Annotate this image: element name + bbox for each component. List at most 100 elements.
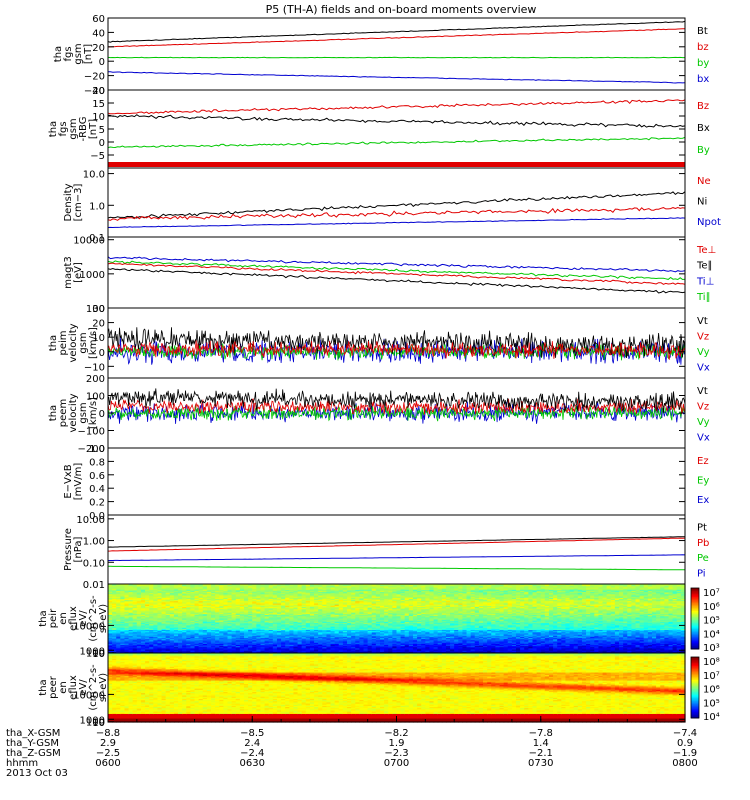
legend-entry: Pb <box>697 538 709 549</box>
legend-entry: Ez <box>697 456 709 467</box>
y-axis-label: E−VxB [mV/m] <box>63 463 84 501</box>
colorbar-tick-label: 10⁴ <box>703 629 720 640</box>
y-axis-label-line: [mV/m] <box>73 463 84 501</box>
x-tick-value: 0800 <box>672 758 697 769</box>
colorbar-tick-label: 10⁷ <box>703 671 720 682</box>
y-tick-label: −100 <box>78 427 105 438</box>
legend-entry: Vy <box>697 417 710 428</box>
series-line <box>108 136 685 149</box>
y-tick-label: −5 <box>90 151 105 162</box>
panel-2: 20 15 10 5 0 −5 tha fgs gsm -RBG [nT] Bz Bx By <box>48 86 710 169</box>
legend-entry: Ti⊥ <box>696 276 714 287</box>
y-tick-label: 1.00 <box>83 537 105 548</box>
x-tick-value: −7.4 <box>673 728 697 739</box>
y-axis-label-line: gsm <box>78 402 89 423</box>
series-line <box>108 565 685 571</box>
series-line <box>108 71 685 84</box>
y-tick-label: 10.00 <box>76 515 105 526</box>
y-axis-label-line: gsm <box>73 43 84 64</box>
y-axis-label-line: [eV] <box>73 262 84 283</box>
y-tick-label: 60 <box>92 14 105 25</box>
y-axis-label-line: sr-eV) <box>98 673 109 702</box>
series-line <box>108 341 685 361</box>
legend-entry: Bt <box>697 26 708 37</box>
y-axis-label: tha peir en eflux eV/(cm^2-s-sr-eV) <box>38 595 109 642</box>
y-tick-label: 1.0 <box>89 444 105 455</box>
y-tick-label: −10 <box>84 362 105 373</box>
panel-1: 60 40 20 0 −20 −40 tha fgs gsm [nT] Bt bz by bx <box>53 14 709 97</box>
red-band <box>108 162 685 167</box>
plot-title: P5 (TH-A) fields and on-board moments ov… <box>266 3 537 16</box>
y-axis-label-line: [km/s] <box>88 397 99 429</box>
y-axis-label-line: (cm^2-s- <box>88 595 99 642</box>
colorbar-tick-label: 10⁴ <box>703 712 720 723</box>
y-tick-label: 0 <box>99 348 105 359</box>
legend-entry: By <box>697 145 710 156</box>
series-line <box>108 388 685 413</box>
x-tick-value: 0630 <box>240 758 265 769</box>
y-axis-label-line: tha <box>48 335 59 351</box>
panel-7: 1.0 0.8 0.6 0.4 0.2 0.0 E−VxB [mV/m] Ez Ey Ex <box>63 444 709 522</box>
colorbar-tick-label: 10⁶ <box>703 685 720 696</box>
colorbar-tick-label: 10⁸ <box>703 657 720 668</box>
series-line <box>108 260 685 281</box>
y-axis-label-line: (cm^2-s- <box>88 664 99 711</box>
y-tick-label: 0.1 <box>89 233 105 244</box>
y-tick-label: 20 <box>92 43 105 54</box>
x-tick-value: −2.4 <box>240 748 264 759</box>
y-axis-label-line: tha <box>38 679 49 695</box>
y-tick-label: −40 <box>84 86 105 97</box>
x-axis-labels: tha_X-GSM −8.8 −8.5 −8.2 −7.8 −7.4 tha_Y-GSM 2.… <box>6 716 698 779</box>
series-line <box>108 206 685 221</box>
y-axis-label-line: peir <box>48 608 59 628</box>
series-line <box>108 56 685 59</box>
legend-entry: Ti∥ <box>696 292 711 303</box>
legend-entry: Ex <box>697 495 709 506</box>
legend-entry: by <box>697 58 709 69</box>
y-tick-label: 0 <box>99 138 105 149</box>
y-axis-label: tha fgs gsm [nT] <box>53 43 94 64</box>
y-tick-label: 10 <box>92 333 105 344</box>
y-tick-label: 0.6 <box>89 471 105 482</box>
legend-entry: Npot <box>697 217 721 228</box>
y-axis-label-line: tha <box>38 610 49 626</box>
y-tick-label: 10000 <box>73 690 105 701</box>
x-tick-value: 0600 <box>95 758 120 769</box>
x-tick-value: −8.2 <box>384 728 408 739</box>
y-axis-label-line: en <box>58 612 69 625</box>
y-tick-label: 0 <box>99 409 105 420</box>
legend-entry: Ni <box>697 197 707 208</box>
y-tick-label: 0.0 <box>89 511 105 522</box>
spectrogram-cells <box>108 584 686 654</box>
legend-entry: Vy <box>697 347 710 358</box>
y-tick-label: 1000 <box>80 270 105 281</box>
series-line <box>108 28 685 48</box>
x-tick-value: −2.3 <box>384 748 408 759</box>
y-tick-label: 10 <box>92 718 105 729</box>
y-axis-label-line: fgs <box>63 46 74 61</box>
x-tick-value: 1.4 <box>533 738 549 749</box>
panel-8: 10.00 1.00 0.10 0.01 Pressure [nPa] Pt Pb Pe Pi <box>63 514 709 591</box>
y-axis-label: Pressure [nPa] <box>63 528 84 571</box>
y-axis-label-line: tha <box>53 46 64 62</box>
x-row-label: hhmm <box>6 758 38 769</box>
legend-entry: Vz <box>697 331 709 342</box>
y-axis-label-line: [nT] <box>83 44 94 64</box>
y-axis-label-line: peer <box>48 675 59 699</box>
y-axis-label-line: [nPa] <box>73 536 84 562</box>
series-line <box>108 398 685 415</box>
legend-entry: bz <box>697 42 709 53</box>
legend-entry: Pi <box>697 568 706 579</box>
y-axis-label-line: [nT] <box>88 119 99 139</box>
y-axis-label-line: E−VxB <box>63 464 74 498</box>
y-tick-label: 1.0 <box>89 201 105 212</box>
y-axis-label-line: Density <box>63 183 74 221</box>
y-tick-label: 30 <box>92 304 105 315</box>
series-line <box>108 114 685 128</box>
x-tick-value: −8.5 <box>240 728 264 739</box>
y-tick-label: 100 <box>86 392 105 403</box>
y-tick-label: 100 <box>86 304 105 315</box>
series-line <box>108 404 685 422</box>
